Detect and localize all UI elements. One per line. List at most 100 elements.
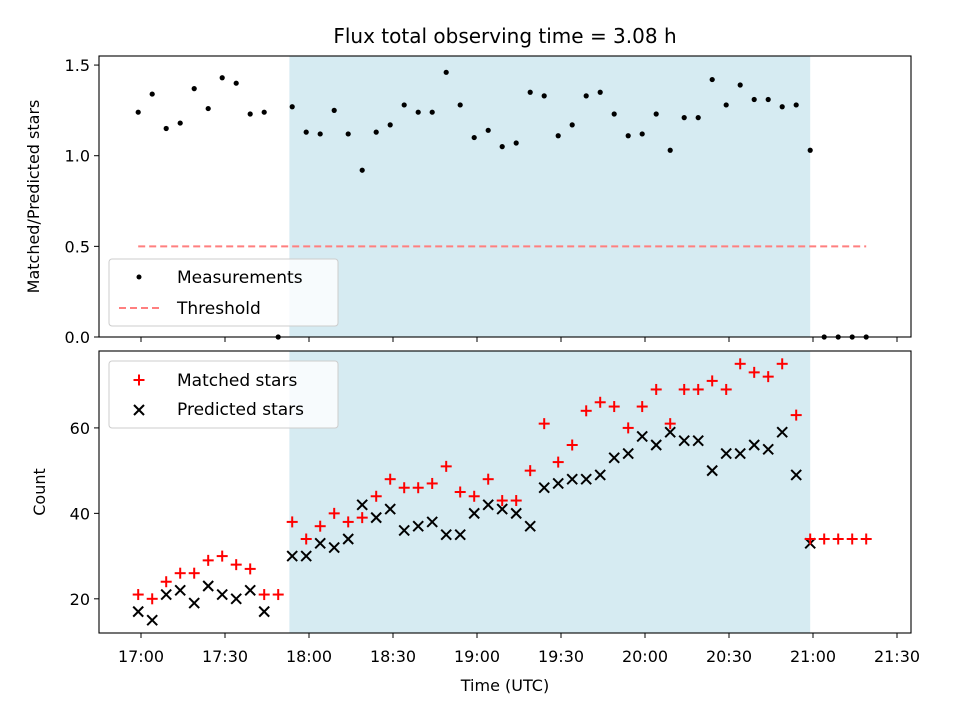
x-tick-label: 20:30 [706,647,752,666]
predicted-star-point [580,473,592,485]
predicted-star-point [636,430,648,443]
matched-star-point [846,533,858,545]
matched-star-point [860,533,872,545]
matched-star-point [706,375,718,387]
measurement-point [737,82,743,88]
measurement-point [177,120,183,126]
x-marker-b [496,503,508,515]
measurement-point [233,80,239,86]
measurement-point [149,91,155,97]
measurement-point [779,104,785,110]
x-marker-b [133,404,145,416]
matched-star-point [804,533,816,545]
measurement-point [541,93,547,99]
predicted-star-point [258,605,270,618]
measurements-points [135,69,869,340]
x-marker-b [286,550,298,562]
matched-star-point [258,589,270,601]
y-tick-label: 0.5 [65,237,90,256]
x-marker-b [160,588,172,601]
predicted-star-point [384,503,396,515]
measurement-point [471,134,477,141]
x-marker-b [608,452,620,464]
matched-star-point [566,439,578,451]
measurements-legend-marker [136,274,142,280]
measurement-point [373,129,379,135]
measurement-point [611,111,617,117]
measurement-point [639,131,645,137]
predicted-star-point [790,469,802,481]
matched-star-point [734,358,746,370]
x-marker-b [440,529,452,541]
predicted-star-point [202,580,214,592]
matched-star-point [202,554,214,566]
y-tick-label: 60 [70,419,90,438]
measurement-point [443,69,449,75]
matched-star-point [594,396,606,408]
measurement-point [499,144,505,150]
y-tick-label: 20 [70,590,90,609]
matched-star-point [748,366,760,378]
predicted-star-point [328,541,340,554]
matched-stars-points [132,358,872,605]
x-marker-b [454,529,466,541]
predicted-star-point [594,469,606,481]
chart-title: Flux total observing time = 3.08 h [333,24,676,48]
predicted-star-point [146,614,158,626]
matched-stars-legend-marker [133,374,145,386]
x-marker-b [300,550,312,562]
x-marker-b [146,614,158,626]
measurement-point [457,102,463,108]
measurement-point [695,115,701,121]
measurement-point [261,109,267,115]
predicted-star-point [720,447,732,460]
x-tick-label: 17:00 [118,647,164,666]
predicted-star-point [622,447,634,460]
bottom-y-axis-label: Count [30,468,49,516]
matched-star-point [790,409,802,421]
x-tick-label: 20:00 [622,647,668,666]
observing-interval-shade-top [289,56,811,337]
top-x-ticks [140,337,898,342]
matched-star-point [608,401,620,413]
predicted-star-point [230,593,242,605]
matched-star-point [412,482,424,494]
x-tick-label: 18:00 [286,647,332,666]
x-marker-b [370,511,382,524]
measurement-point [345,131,351,137]
x-marker-b [132,605,144,618]
x-marker-b [510,507,522,520]
legend-x-glyph [133,404,145,416]
x-marker-b [790,469,802,481]
matched-star-point [580,405,592,417]
predicted-star-point [692,435,704,447]
predicted-star-point [748,439,760,451]
predicted-star-point [244,584,256,596]
x-marker-b [748,439,760,451]
x-marker-b [412,520,424,532]
x-marker-b [692,435,704,447]
x-marker-b [594,469,606,481]
measurement-point [219,75,225,81]
measurement-point [359,167,365,173]
predicted-star-point [454,529,466,541]
matched-star-point [370,490,382,502]
measurement-point [723,102,729,108]
matched-star-point [524,465,536,477]
predicted-stars-legend-marker [133,404,145,416]
x-marker-b [216,588,228,601]
measurement-point [513,140,519,146]
measurement-point [793,102,799,108]
predicted-star-point [300,550,312,562]
x-marker-b [762,443,774,455]
x-tick-label: 17:30 [202,647,248,666]
x-marker-b [566,473,578,485]
predicted-star-point [482,499,494,511]
measurement-point [527,89,533,95]
matched-star-point [468,490,480,502]
matched-star-point [832,533,844,545]
x-marker-b [524,520,536,532]
x-marker-b [580,473,592,485]
predicted-star-point [426,516,438,528]
top-axes-frame [98,55,912,338]
